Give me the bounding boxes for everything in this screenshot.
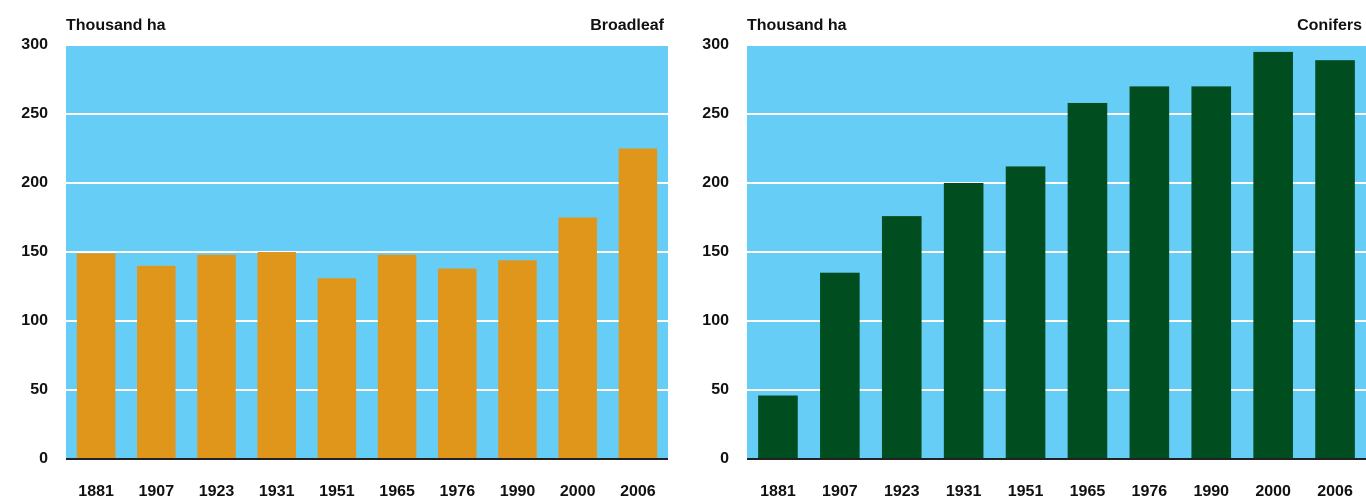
y-tick-label: 50 [30, 381, 48, 398]
x-tick-label: 1931 [946, 483, 982, 500]
bar [317, 278, 357, 459]
y-tick-label: 0 [39, 450, 48, 467]
bar [438, 268, 477, 459]
bar [197, 254, 236, 459]
y-tick-label: 250 [21, 105, 48, 122]
bar [1315, 60, 1355, 460]
x-tick-label: 1923 [199, 483, 235, 500]
x-tick-label: 1990 [500, 483, 536, 500]
bar [758, 395, 798, 459]
y-tick-label: 300 [702, 36, 729, 53]
x-tick-label: 1951 [319, 483, 355, 500]
bar [257, 252, 296, 459]
bar [618, 148, 658, 459]
bar [137, 265, 176, 459]
y-tick-label: 100 [702, 312, 729, 329]
bar [1191, 86, 1232, 460]
x-tick-label: 1907 [822, 483, 858, 500]
y-tick-label: 200 [21, 174, 48, 191]
bar [943, 183, 984, 459]
x-tick-label: 1881 [78, 483, 114, 500]
bar [1129, 86, 1170, 460]
x-tick-label: 1976 [1132, 483, 1168, 500]
y-tick-label: 0 [720, 450, 729, 467]
x-tick-label: 2006 [620, 483, 656, 500]
x-tick-label: 1881 [760, 483, 796, 500]
chart-title: Broadleaf [590, 17, 664, 34]
bar [76, 253, 116, 459]
bar [558, 217, 597, 459]
chart-title: Conifers [1297, 17, 1362, 34]
y-tick-label: 250 [702, 105, 729, 122]
x-tick-label: 2000 [1255, 483, 1291, 500]
y-tick-label: 150 [21, 243, 48, 260]
y-tick-label: 100 [21, 312, 48, 329]
bar [377, 254, 417, 459]
x-tick-label: 1907 [139, 483, 175, 500]
bar [820, 272, 860, 459]
x-tick-label: 2000 [560, 483, 596, 500]
x-tick-label: 1965 [1070, 483, 1106, 500]
x-tick-label: 1976 [440, 483, 476, 500]
y-tick-label: 50 [711, 381, 729, 398]
x-tick-label: 1923 [884, 483, 920, 500]
y-tick-label: 150 [702, 243, 729, 260]
y-axis-label: Thousand ha [747, 17, 847, 34]
x-tick-label: 1965 [379, 483, 415, 500]
bar [1253, 51, 1293, 460]
bar [1067, 102, 1108, 460]
x-tick-label: 2006 [1317, 483, 1353, 500]
y-tick-label: 300 [21, 36, 48, 53]
bar [881, 216, 922, 459]
x-tick-label: 1951 [1008, 483, 1044, 500]
x-tick-label: 1931 [259, 483, 295, 500]
x-tick-label: 1990 [1193, 483, 1229, 500]
bar [1005, 166, 1046, 459]
bar [498, 260, 537, 459]
y-axis-label: Thousand ha [66, 17, 166, 34]
y-tick-label: 200 [702, 174, 729, 191]
